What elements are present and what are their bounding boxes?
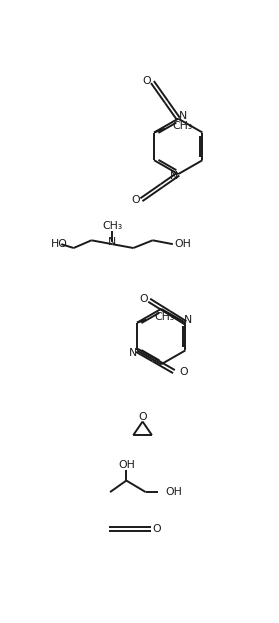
Text: O: O	[138, 412, 147, 422]
Text: O: O	[143, 76, 151, 87]
Text: N: N	[179, 112, 187, 121]
Text: OH: OH	[118, 460, 135, 470]
Text: CH₃: CH₃	[102, 221, 122, 232]
Text: CH₃: CH₃	[154, 312, 174, 321]
Text: OH: OH	[165, 487, 182, 497]
Text: N: N	[184, 315, 193, 325]
Text: OH: OH	[174, 239, 191, 249]
Text: CH₃: CH₃	[173, 121, 193, 131]
Text: O: O	[132, 195, 140, 205]
Text: HO: HO	[50, 239, 67, 249]
Text: O: O	[152, 524, 161, 534]
Text: N: N	[129, 348, 137, 358]
Text: N: N	[108, 237, 117, 247]
Text: O: O	[179, 366, 188, 376]
Text: N: N	[169, 171, 178, 181]
Text: O: O	[140, 295, 148, 305]
